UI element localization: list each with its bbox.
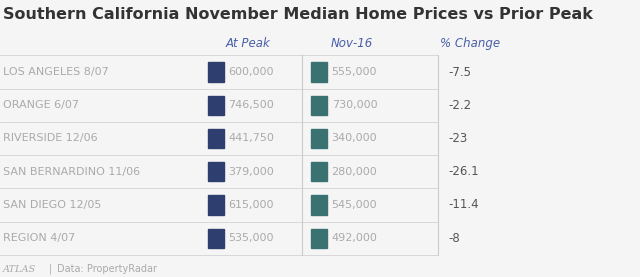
Text: -11.4: -11.4 <box>449 199 479 211</box>
Text: RIVERSIDE 12/06: RIVERSIDE 12/06 <box>3 134 97 143</box>
Text: Nov-16: Nov-16 <box>331 37 373 50</box>
Bar <box>207 162 224 181</box>
Text: LOS ANGELES 8/07: LOS ANGELES 8/07 <box>3 67 108 77</box>
Text: 730,000: 730,000 <box>332 100 377 110</box>
Bar <box>311 129 327 148</box>
Bar <box>311 62 327 82</box>
Text: 746,500: 746,500 <box>228 100 274 110</box>
Text: % Change: % Change <box>440 37 500 50</box>
Bar <box>311 229 327 248</box>
Text: |: | <box>49 264 52 274</box>
Bar <box>207 96 224 115</box>
Text: ATLAS: ATLAS <box>3 265 36 274</box>
Text: 280,000: 280,000 <box>332 167 378 177</box>
Text: 379,000: 379,000 <box>228 167 274 177</box>
Bar <box>311 195 327 215</box>
Text: 600,000: 600,000 <box>228 67 274 77</box>
Bar <box>207 62 224 82</box>
Text: ORANGE 6/07: ORANGE 6/07 <box>3 100 79 110</box>
Text: 615,000: 615,000 <box>228 200 274 210</box>
Text: 555,000: 555,000 <box>332 67 377 77</box>
Text: 535,000: 535,000 <box>228 233 274 243</box>
Text: -2.2: -2.2 <box>449 99 472 112</box>
Text: 340,000: 340,000 <box>332 134 377 143</box>
Text: Southern California November Median Home Prices vs Prior Peak: Southern California November Median Home… <box>3 7 593 22</box>
Bar <box>207 229 224 248</box>
Text: 492,000: 492,000 <box>332 233 378 243</box>
Text: 441,750: 441,750 <box>228 134 274 143</box>
Text: SAN DIEGO 12/05: SAN DIEGO 12/05 <box>3 200 101 210</box>
Text: REGION 4/07: REGION 4/07 <box>3 233 75 243</box>
Text: -8: -8 <box>449 232 460 245</box>
Text: -26.1: -26.1 <box>449 165 479 178</box>
Bar <box>311 96 327 115</box>
Text: At Peak: At Peak <box>226 37 271 50</box>
Text: -23: -23 <box>449 132 468 145</box>
Bar <box>311 162 327 181</box>
Text: 545,000: 545,000 <box>332 200 377 210</box>
Bar <box>207 129 224 148</box>
Text: -7.5: -7.5 <box>449 66 472 78</box>
Bar <box>207 195 224 215</box>
Text: SAN BERNARDINO 11/06: SAN BERNARDINO 11/06 <box>3 167 140 177</box>
Text: Data: PropertyRadar: Data: PropertyRadar <box>57 264 157 274</box>
